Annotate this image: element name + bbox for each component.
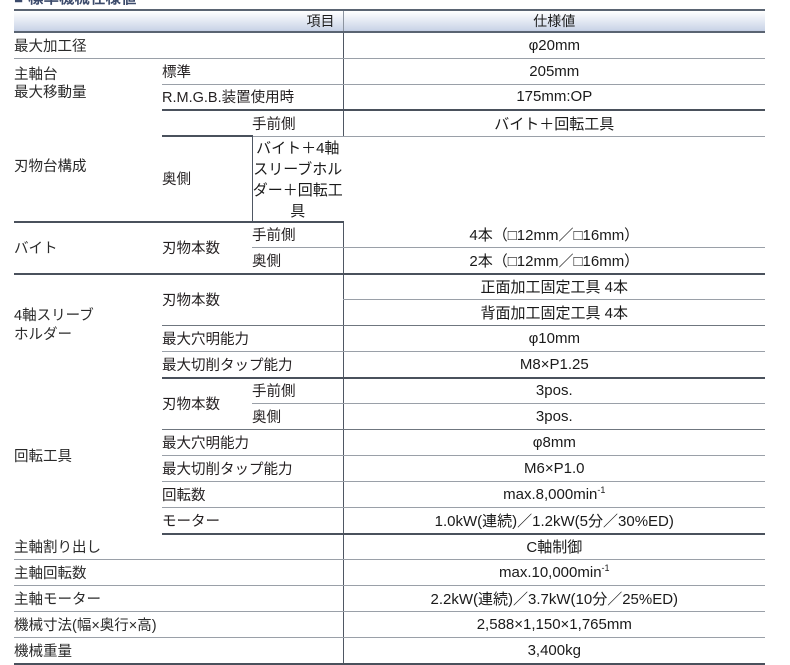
rotary-rpm-base: max.8,000min bbox=[503, 486, 598, 503]
row-value-rotary-back: 3pos. bbox=[342, 403, 766, 430]
header-value: 仕様値 bbox=[342, 9, 766, 33]
sublabel-max-tap-sleeve: 最大切削タップ能力 bbox=[162, 351, 344, 379]
row-label-headstock-travel: 主軸台 最大移動量 bbox=[14, 58, 162, 110]
table-row: 主軸台 最大移動量 標準 205mm bbox=[14, 58, 766, 101]
spindle-speed-exponent: -1 bbox=[601, 563, 610, 573]
sublabel-max-drill-sleeve: 最大穴明能力 bbox=[162, 325, 344, 352]
row-label-sleeve-holder: 4軸スリーブ ホルダー bbox=[14, 274, 162, 378]
spacer-cell bbox=[162, 110, 252, 137]
table-row: 機械重量 3,400kg bbox=[14, 637, 766, 665]
row-value-sleeve-max-tap: M8×P1.25 bbox=[342, 351, 766, 379]
table-row: 主軸回転数 max.10,000min-1 bbox=[14, 559, 766, 586]
row-value-rotary-max-drill: φ8mm bbox=[342, 429, 766, 456]
specification-table: 項目 仕様値 最大加工径 φ20mm 主軸台 最大移動量 標準 205mm R.… bbox=[14, 9, 766, 665]
table-row: R.M.G.B.装置使用時 175mm:OP bbox=[14, 84, 766, 111]
row-label-spindle-motor: 主軸モーター bbox=[14, 585, 344, 612]
row-value-spindle-index: C軸制御 bbox=[342, 533, 766, 560]
row-value-rotary-motor: 1.0kW(連続)／1.2kW(5分／30%ED) bbox=[342, 507, 766, 535]
page-heading-clipped: ■ 標準機械仕様値 bbox=[14, 0, 314, 7]
row-label-max-work-diameter: 最大加工径 bbox=[14, 32, 344, 59]
row-value-sleeve-back-fixed: 背面加工固定工具 4本 bbox=[342, 299, 766, 326]
row-label-bite: バイト bbox=[14, 221, 162, 275]
sublabel-back-side: 奥側 bbox=[162, 136, 252, 223]
table-row: 奥側 3pos. bbox=[14, 403, 766, 430]
sublabel-standard: 標準 bbox=[162, 58, 344, 85]
row-label-rotary-tool: 回転工具 bbox=[14, 449, 72, 465]
sublabel-rmgb: R.M.G.B.装置使用時 bbox=[162, 84, 344, 111]
sublabel-tool-count-sleeve: 刃物本数 bbox=[162, 293, 220, 310]
table-row: 最大切削タップ能力 M6×P1.0 bbox=[14, 455, 766, 482]
row-value-max-work-diameter: φ20mm bbox=[342, 32, 766, 59]
row-label-spindle-index: 主軸割り出し bbox=[14, 533, 344, 560]
row-label-machine-size: 機械寸法(幅×奥行×高) bbox=[14, 611, 344, 638]
row-value-sleeve-max-drill: φ10mm bbox=[342, 325, 766, 352]
sublabel-back-side: 奥側 bbox=[252, 403, 344, 430]
row-value-travel-standard: 205mm bbox=[342, 58, 766, 85]
row-value-spindle-motor: 2.2kW(連続)／3.7kW(10分／25%ED) bbox=[342, 585, 766, 612]
rotary-rpm-exponent: -1 bbox=[597, 485, 606, 495]
row-label-machine-weight: 機械重量 bbox=[14, 637, 344, 665]
table-header-row: 項目 仕様値 bbox=[14, 9, 766, 33]
row-value-spindle-speed: max.10,000min-1 bbox=[342, 559, 766, 586]
row-value-travel-rmgb: 175mm:OP bbox=[342, 84, 766, 111]
sublabel-max-drill-rotary: 最大穴明能力 bbox=[162, 429, 344, 456]
spec-sheet-page: ■ 標準機械仕様値 項目 仕様値 最大加工径 φ20mm 主軸台 最大移動量 bbox=[14, 0, 766, 665]
table-row: モーター 1.0kW(連続)／1.2kW(5分／30%ED) bbox=[14, 507, 766, 535]
row-value-rotary-front: 3pos. bbox=[342, 377, 766, 404]
table-row: 4軸スリーブ ホルダー 刃物本数 正面加工固定工具 4本 bbox=[14, 273, 766, 343]
row-value-rotary-rpm: max.8,000min-1 bbox=[342, 481, 766, 508]
row-value-rotary-max-tap: M6×P1.0 bbox=[342, 455, 766, 482]
row-value-machine-weight: 3,400kg bbox=[342, 637, 766, 665]
page-heading-text: ■ 標準機械仕様値 bbox=[14, 0, 137, 7]
sublabel-front-side: 手前側 bbox=[252, 110, 344, 137]
table-row: 主軸割り出し C軸制御 bbox=[14, 533, 766, 560]
row-value-sleeve-front-fixed: 正面加工固定工具 4本 bbox=[342, 273, 766, 300]
label-sleeve-holder-line1: 4軸スリーブ bbox=[14, 308, 94, 325]
table-row: 最大穴明能力 φ8mm bbox=[14, 429, 766, 456]
row-value-toolpost-back: バイト＋4軸スリーブホルダー＋回転工具 bbox=[251, 136, 344, 223]
spindle-speed-base: max.10,000min bbox=[498, 564, 602, 581]
table-row: 奥側 2本（□12mm／□16mm） bbox=[14, 247, 766, 275]
table-row: 回転数 max.8,000min-1 bbox=[14, 481, 766, 508]
table-row: 最大加工径 φ20mm bbox=[14, 32, 766, 59]
sublabel-max-tap-rotary: 最大切削タップ能力 bbox=[162, 455, 344, 482]
table-row: 奥側 バイト＋4軸スリーブホルダー＋回転工具 bbox=[14, 136, 765, 223]
sublabel-front-side: 手前側 bbox=[252, 377, 344, 404]
label-sleeve-holder-line2: ホルダー bbox=[14, 327, 72, 343]
table-row: 主軸モーター 2.2kW(連続)／3.7kW(10分／25%ED) bbox=[14, 585, 766, 612]
sublabel-front-side: 手前側 bbox=[252, 221, 344, 248]
row-label-spindle-speed: 主軸回転数 bbox=[14, 559, 344, 586]
row-value-machine-size: 2,588×1,150×1,765mm bbox=[342, 611, 766, 638]
table-row: 背面加工固定工具 4本 bbox=[14, 299, 766, 326]
row-value-bite-front: 4本（□12mm／□16mm） bbox=[342, 221, 766, 248]
sublabel-motor: モーター bbox=[162, 507, 344, 535]
table-row: 刃物台構成 手前側 バイト＋回転工具 bbox=[14, 110, 766, 223]
table-row: 最大切削タップ能力 M8×P1.25 bbox=[14, 351, 766, 379]
sublabel-tool-count-rotary: 刃物本数 bbox=[162, 397, 220, 414]
table-row: バイト 刃物本数 手前側 4本（□12mm／□16mm） bbox=[14, 221, 766, 275]
row-value-bite-back: 2本（□12mm／□16mm） bbox=[342, 247, 766, 275]
row-label-toolpost-config: 刃物台構成 bbox=[14, 110, 162, 223]
table-row: 回転工具 刃物本数 手前側 3pos. bbox=[14, 377, 766, 465]
sublabel-rpm: 回転数 bbox=[162, 481, 344, 508]
table-row: 機械寸法(幅×奥行×高) 2,588×1,150×1,765mm bbox=[14, 611, 766, 638]
row-value-toolpost-front: バイト＋回転工具 bbox=[342, 110, 766, 137]
table-row: 最大穴明能力 φ10mm bbox=[14, 325, 766, 352]
sublabel-back-side: 奥側 bbox=[252, 247, 344, 275]
header-item: 項目 bbox=[14, 9, 344, 33]
sublabel-tool-count-bite: 刃物本数 bbox=[162, 221, 252, 275]
label-max-travel: 最大移動量 bbox=[14, 85, 87, 102]
label-headstock: 主軸台 bbox=[14, 66, 58, 83]
